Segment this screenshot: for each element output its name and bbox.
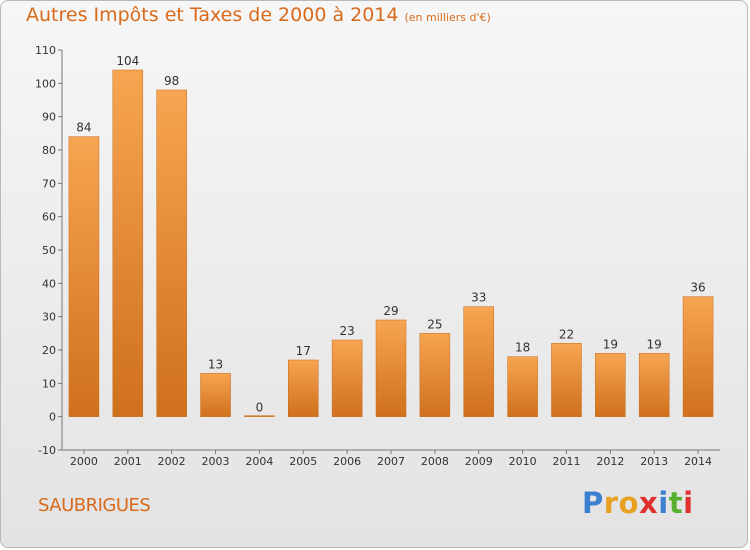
bar	[419, 333, 451, 417]
bar	[375, 319, 407, 417]
x-tick-label: 2014	[684, 455, 712, 468]
bar	[288, 359, 319, 417]
logo-letter: i	[658, 486, 669, 520]
bar	[156, 89, 187, 417]
bar-value-label: 19	[647, 337, 662, 351]
x-tick-label: 2010	[509, 455, 537, 468]
bar	[68, 136, 100, 417]
x-tick-label: 2004	[245, 455, 273, 468]
logo-letter: r	[603, 486, 619, 520]
bar-value-label: 13	[208, 357, 223, 371]
x-tick-label: 2007	[377, 455, 405, 468]
bar-value-label: 23	[339, 324, 354, 338]
bar	[682, 296, 714, 417]
y-tick-label: 100	[35, 77, 56, 90]
y-tick-label: 50	[42, 244, 56, 257]
x-tick-label: 2006	[333, 455, 361, 468]
logo-letter: o	[618, 486, 640, 520]
y-tick-label: 40	[42, 277, 56, 290]
bar-value-label: 18	[515, 341, 530, 355]
x-tick-label: 2008	[421, 455, 449, 468]
x-tick-label: 2002	[158, 455, 186, 468]
x-tick-label: 2013	[640, 455, 668, 468]
x-tick-label: 2012	[596, 455, 624, 468]
bar-value-label: 25	[427, 317, 442, 331]
x-tick-label: 2001	[114, 455, 142, 468]
y-tick-label: 90	[42, 111, 56, 124]
bar	[638, 353, 670, 417]
y-tick-label: 0	[49, 411, 56, 424]
bar-value-label: 17	[296, 344, 311, 358]
bar-value-label: 33	[471, 291, 486, 305]
chart-title-text: Autres Impôts et Taxes de 2000 à 2014	[26, 4, 399, 26]
y-tick-label: 80	[42, 144, 56, 157]
y-tick-label: 60	[42, 211, 56, 224]
chart-subtitle: (en milliers d'€)	[404, 11, 491, 24]
bar	[112, 69, 144, 417]
bar	[507, 356, 538, 417]
chart-bars: 84 104 98 13 0 17 23 29 25 33 18 22 19 19 36	[68, 54, 714, 417]
y-tick-label: 110	[35, 44, 56, 57]
bar-value-label: 104	[116, 54, 139, 68]
y-tick-label: 20	[42, 344, 56, 357]
x-tick-label: 2011	[552, 455, 580, 468]
x-tick-label: 2005	[289, 455, 317, 468]
bar-value-label: 98	[164, 74, 179, 88]
x-tick-label: 2009	[465, 455, 493, 468]
chart-title: Autres Impôts et Taxes de 2000 à 2014 (en…	[26, 4, 491, 26]
y-tick-label: 10	[42, 377, 56, 390]
x-tick-label: 2003	[202, 455, 230, 468]
y-tick-label: 70	[42, 177, 56, 190]
bar-value-label: 19	[603, 337, 618, 351]
x-tick-label: 2000	[70, 455, 98, 468]
logo-letter: i	[683, 486, 694, 520]
bar-value-label: 84	[76, 121, 91, 135]
bar	[331, 339, 363, 417]
bar	[463, 306, 494, 417]
bar-value-label: 0	[256, 401, 264, 415]
bar	[595, 353, 626, 417]
bar-value-label: 22	[559, 327, 574, 341]
bar-value-label: 36	[690, 281, 705, 295]
logo-letter: x	[639, 486, 659, 520]
commune-name: SAUBRIGUES	[38, 495, 151, 516]
bar	[244, 415, 275, 417]
logo-letter: P	[582, 486, 604, 520]
logo-letter: t	[668, 486, 684, 520]
bar-value-label: 29	[383, 304, 398, 318]
chart-axes: -10 0 10 20 30 40 50 60 70 80 90 100 110 2000 2001 2002…	[35, 44, 720, 468]
y-tick-label: 30	[42, 311, 56, 324]
proxiti-logo: Proxiti	[582, 486, 694, 520]
y-tick-label: -10	[38, 444, 56, 457]
bar	[200, 373, 231, 417]
bar	[551, 343, 582, 417]
